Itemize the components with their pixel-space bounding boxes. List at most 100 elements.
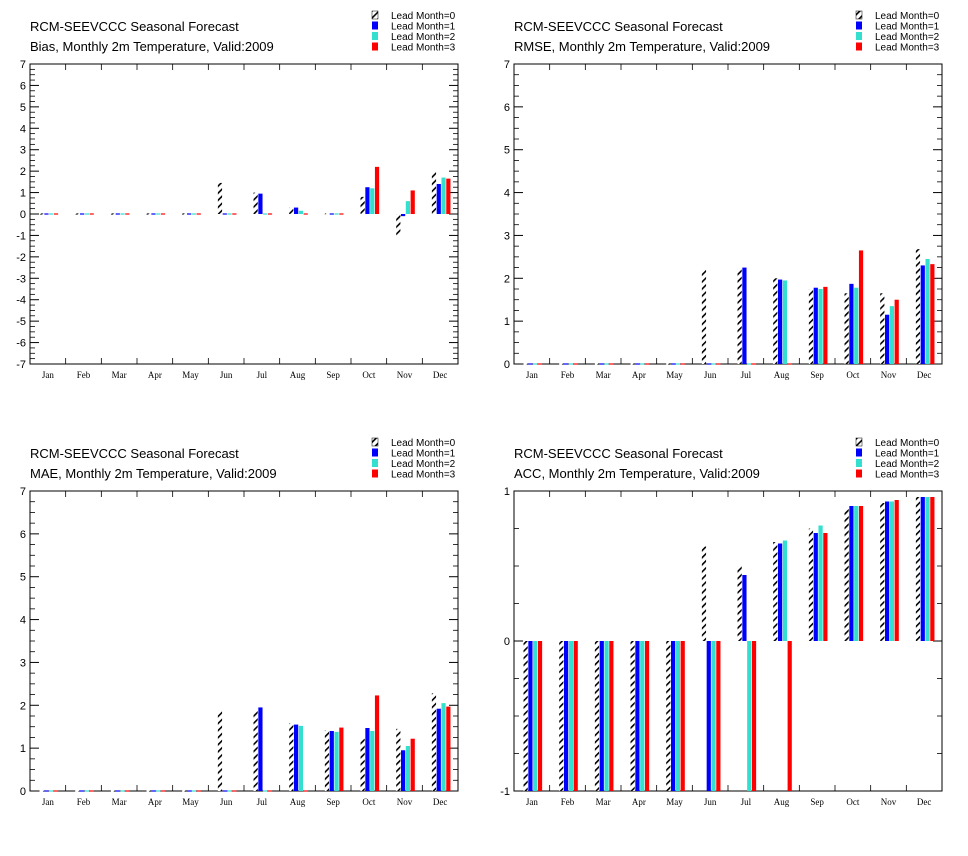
bar-may-lead0: [666, 641, 671, 791]
bar-apr-lead2: [156, 213, 161, 215]
bar-apr-lead3: [160, 213, 166, 215]
x-tick-label: May: [666, 797, 683, 807]
bar-oct-lead1: [849, 506, 854, 641]
bar-jul-lead0: [253, 192, 258, 214]
x-tick-label: May: [666, 370, 683, 380]
bar-nov-lead3: [894, 299, 899, 364]
x-tick-label: Aug: [774, 370, 790, 380]
bar-mar-lead1: [599, 363, 604, 365]
plot-frame: [513, 63, 943, 365]
bar-jan-lead0: [39, 213, 44, 215]
bar-dec-lead1: [436, 184, 441, 214]
bar-apr-lead1: [635, 363, 640, 365]
bar-oct-lead1: [365, 728, 370, 791]
bar-jul-lead0: [737, 566, 742, 641]
bar-sep-lead3: [823, 286, 828, 364]
bar-feb-lead2: [568, 363, 573, 365]
bar-apr-lead1: [151, 790, 156, 792]
bar-oct-lead2: [854, 287, 859, 364]
legend-label-lead2: Lead Month=2: [875, 32, 940, 43]
bar-mar-lead3: [609, 641, 614, 791]
x-tick-label: Dec: [917, 370, 932, 380]
bar-nov-lead3: [894, 500, 899, 641]
bar-feb-lead3: [89, 790, 94, 792]
bar-jan-lead0: [39, 790, 44, 792]
x-tick-label: Mar: [596, 370, 611, 380]
bar-dec-lead3: [930, 497, 935, 641]
y-tick-label: 2: [20, 700, 26, 712]
bar-apr-lead3: [644, 363, 650, 365]
bar-nov-lead0: [880, 503, 885, 641]
legend-label-lead1: Lead Month=1: [391, 22, 456, 33]
bar-aug-lead1: [778, 279, 783, 364]
legend-label-lead1: Lead Month=1: [391, 449, 456, 460]
bar-aug-lead3: [303, 790, 308, 792]
bar-aug-lead3: [303, 213, 308, 215]
bar-jun-lead3: [232, 213, 237, 215]
bar-mar-lead0: [110, 213, 116, 215]
bar-may-lead2: [675, 363, 680, 365]
y-tick-label: 1: [504, 316, 510, 328]
bar-jul-lead1: [258, 193, 263, 214]
bar-may-lead3: [680, 641, 685, 791]
x-tick-label: Mar: [112, 370, 127, 380]
bar-sep-lead2: [334, 731, 339, 791]
y-tick-label: 3: [20, 145, 26, 157]
x-tick-label: Jan: [42, 797, 54, 807]
legend-swatch-lead3: [372, 42, 378, 51]
bar-aug-lead0: [773, 542, 778, 641]
bar-mar-lead1: [599, 641, 604, 791]
bar-aug-lead2: [298, 210, 303, 214]
bar-sep-lead2: [818, 525, 823, 641]
legend-swatch-lead2: [372, 459, 378, 467]
x-tick-label: Dec: [917, 797, 932, 807]
legend-label-lead2: Lead Month=2: [391, 459, 456, 470]
x-tick-label: May: [182, 370, 199, 380]
y-tick-label: -5: [16, 316, 26, 328]
bar-jul-lead3: [267, 213, 273, 215]
bar-oct-lead0: [360, 738, 365, 791]
bar-sep-lead1: [329, 213, 334, 215]
bar-feb-lead1: [80, 213, 85, 215]
bar-jun-lead2: [711, 641, 716, 791]
y-tick-label: 7: [20, 486, 26, 498]
y-tick-label: 5: [20, 102, 26, 114]
bar-nov-lead2: [889, 306, 894, 364]
bar-jun-lead3: [716, 363, 721, 365]
legend-label-lead1: Lead Month=1: [875, 449, 940, 460]
bar-feb-lead2: [84, 790, 89, 792]
bar-dec-lead1: [436, 708, 441, 791]
x-tick-label: Oct: [362, 797, 375, 807]
bar-apr-lead0: [630, 363, 635, 365]
bar-jan-lead2: [533, 363, 538, 365]
plot-frame: [513, 490, 943, 792]
bar-mar-lead3: [125, 790, 130, 792]
bar-mar-lead3: [609, 363, 614, 365]
bar-aug-lead3: [787, 363, 792, 365]
y-tick-label: 6: [504, 102, 510, 114]
chart-subtitle: MAE, Monthly 2m Temperature, Valid:2009: [30, 466, 277, 481]
chart-title: RCM-SEEVCCC Seasonal Forecast: [30, 19, 239, 34]
legend-label-lead0: Lead Month=0: [391, 438, 456, 449]
bar-feb-lead0: [559, 363, 564, 365]
bar-sep-lead1: [329, 731, 334, 791]
x-tick-label: Jun: [704, 797, 717, 807]
bar-mar-lead0: [110, 790, 116, 792]
y-tick-label: 2: [20, 166, 26, 178]
bar-dec-lead0: [915, 497, 921, 641]
bar-jul-lead3: [267, 790, 273, 792]
x-tick-label: Feb: [77, 797, 91, 807]
y-tick-label: 1: [20, 188, 26, 200]
y-tick-label: 0: [20, 209, 26, 221]
chart-panel-3: RCM-SEEVCCC Seasonal Forecast MAE, Monthl…: [20, 437, 459, 807]
bar-feb-lead0: [559, 641, 564, 791]
x-tick-label: Jul: [257, 370, 268, 380]
bar-may-lead1: [671, 363, 676, 365]
x-tick-label: Apr: [632, 797, 646, 807]
bar-jan-lead0: [523, 641, 528, 791]
bar-jul-lead1: [258, 707, 263, 791]
y-tick-label: 0: [20, 786, 26, 798]
bar-dec-lead3: [446, 706, 451, 791]
legend-swatch-lead0: [371, 437, 379, 447]
bar-oct-lead3: [374, 166, 380, 214]
